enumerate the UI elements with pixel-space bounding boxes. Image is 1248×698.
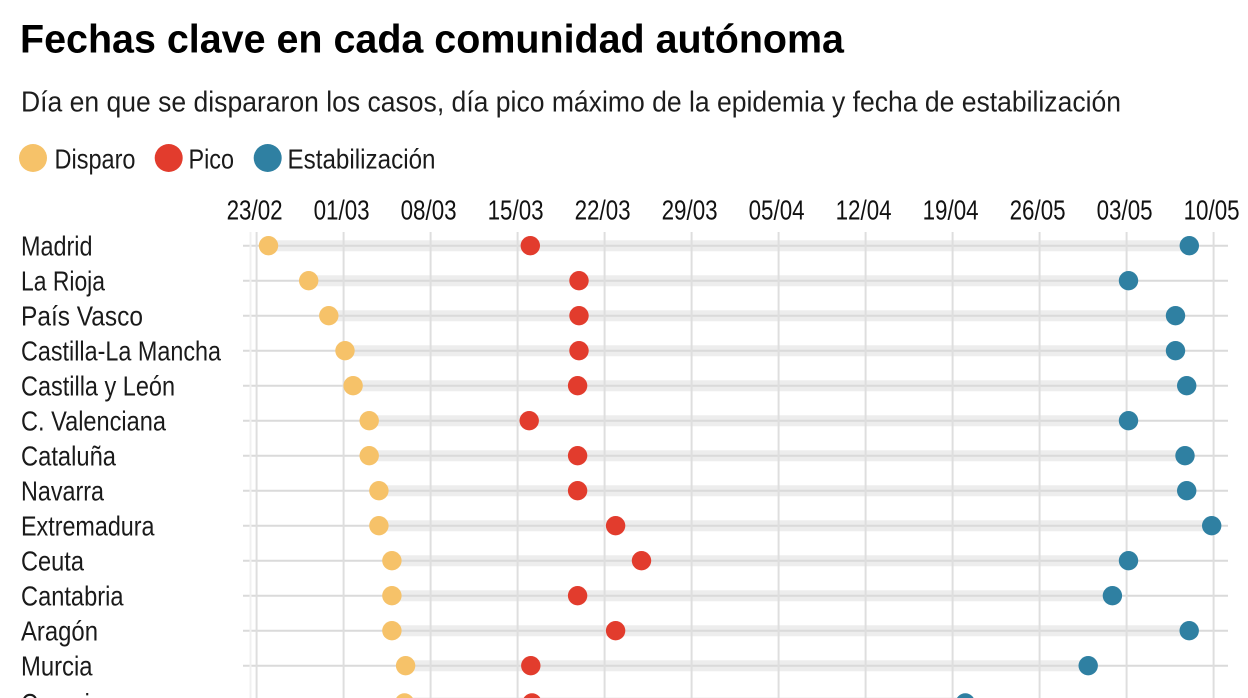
svg-text:05/04: 05/04 bbox=[749, 195, 805, 226]
svg-text:29/03: 29/03 bbox=[662, 195, 718, 226]
svg-text:País Vasco: País Vasco bbox=[21, 301, 143, 332]
svg-text:Murcia: Murcia bbox=[21, 651, 93, 682]
svg-text:Cantabria: Cantabria bbox=[21, 581, 124, 612]
svg-text:Aragón: Aragón bbox=[21, 616, 98, 647]
svg-text:23/02: 23/02 bbox=[227, 195, 283, 226]
svg-text:Ceuta: Ceuta bbox=[21, 546, 84, 577]
svg-text:12/04: 12/04 bbox=[836, 195, 892, 226]
svg-text:26/05: 26/05 bbox=[1010, 195, 1066, 226]
svg-text:Pico: Pico bbox=[189, 143, 235, 174]
svg-text:01/03: 01/03 bbox=[314, 195, 370, 226]
svg-text:Canarias: Canarias bbox=[21, 688, 115, 698]
svg-text:10/05: 10/05 bbox=[1184, 195, 1240, 226]
svg-text:19/04: 19/04 bbox=[923, 195, 979, 226]
svg-text:Castilla y León: Castilla y León bbox=[21, 371, 175, 402]
svg-text:03/05: 03/05 bbox=[1097, 195, 1153, 226]
svg-text:Estabilización: Estabilización bbox=[288, 143, 436, 174]
svg-text:Navarra: Navarra bbox=[21, 476, 104, 507]
svg-text:08/03: 08/03 bbox=[401, 195, 457, 226]
svg-text:Disparo: Disparo bbox=[55, 143, 136, 174]
svg-text:Día en que se dispararon los c: Día en que se dispararon los casos, día … bbox=[21, 86, 1121, 118]
svg-text:C. Valenciana: C. Valenciana bbox=[21, 406, 166, 437]
svg-text:Fechas clave en cada comunidad: Fechas clave en cada comunidad autónoma bbox=[20, 18, 845, 62]
svg-text:Castilla-La Mancha: Castilla-La Mancha bbox=[21, 336, 221, 367]
svg-text:22/03: 22/03 bbox=[575, 195, 631, 226]
svg-text:Extremadura: Extremadura bbox=[21, 511, 155, 542]
svg-text:Madrid: Madrid bbox=[21, 231, 93, 262]
svg-text:15/03: 15/03 bbox=[488, 195, 544, 226]
svg-text:La Rioja: La Rioja bbox=[21, 266, 105, 297]
svg-text:Cataluña: Cataluña bbox=[21, 441, 116, 472]
